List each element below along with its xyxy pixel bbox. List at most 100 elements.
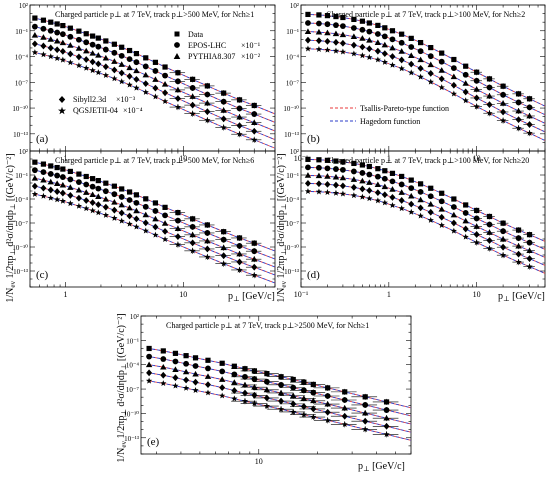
data-point	[462, 71, 469, 78]
data-point	[428, 44, 434, 51]
data-point	[220, 115, 227, 123]
legend-sibyll-marker-icon	[58, 96, 66, 103]
data-point	[75, 36, 82, 43]
data-point	[398, 48, 405, 54]
data-point	[172, 382, 179, 389]
data-point	[310, 381, 316, 388]
data-point	[324, 173, 331, 179]
data-point	[332, 38, 339, 46]
data-point	[204, 389, 212, 396]
data-point	[290, 392, 297, 399]
data-point	[67, 200, 74, 207]
data-point	[316, 164, 322, 171]
data-point	[350, 176, 358, 182]
data-point	[332, 173, 340, 180]
data-point	[161, 98, 169, 105]
y-tick-label: 10⁻¹	[286, 172, 299, 180]
data-point	[374, 56, 381, 63]
data-point	[500, 220, 506, 226]
data-point	[499, 117, 507, 124]
data-point	[59, 189, 66, 197]
data-point	[382, 168, 388, 174]
y-tick-label: 10⁻¹⁰	[12, 244, 28, 252]
data-point	[236, 266, 243, 273]
data-point	[133, 75, 140, 83]
data-point	[133, 50, 140, 57]
data-point	[339, 182, 346, 190]
data-point	[118, 61, 125, 67]
data-point	[315, 180, 322, 188]
data-point	[389, 178, 396, 185]
data-point	[76, 171, 82, 177]
data-point	[40, 51, 47, 58]
data-point	[526, 96, 533, 102]
data-point	[83, 56, 90, 63]
data-point	[220, 107, 227, 113]
data-point	[316, 157, 322, 163]
data-point	[67, 176, 74, 183]
data-point	[359, 193, 366, 200]
data-point	[462, 210, 469, 216]
y-tick-label: 10²	[19, 2, 28, 10]
data-point	[143, 55, 149, 61]
data-point	[31, 40, 38, 48]
data-point	[152, 208, 159, 214]
data-point	[54, 21, 60, 27]
data-point	[118, 209, 125, 217]
y-tick-label: 10⁻¹³	[13, 268, 28, 276]
data-point	[231, 371, 238, 378]
data-point	[500, 228, 506, 235]
data-point	[160, 380, 167, 387]
data-point	[219, 392, 226, 399]
data-point	[486, 229, 493, 235]
data-point	[40, 176, 47, 183]
data-point	[67, 192, 74, 199]
data-point	[374, 39, 382, 45]
data-point	[473, 231, 480, 238]
data-point	[463, 63, 469, 69]
data-point	[133, 192, 140, 198]
data-point	[111, 41, 117, 47]
y-tick-label: 10²	[19, 148, 28, 156]
data-point	[408, 200, 415, 208]
data-point	[236, 258, 243, 266]
data-point	[278, 381, 284, 388]
data-point	[359, 170, 366, 176]
data-point	[59, 39, 67, 46]
data-point	[219, 368, 226, 375]
panel-letter: (a)	[36, 133, 49, 145]
data-point	[126, 204, 133, 211]
data-point	[383, 431, 390, 438]
data-point	[95, 209, 102, 216]
data-point	[277, 405, 285, 412]
data-point	[332, 47, 340, 54]
data-point	[381, 199, 388, 206]
data-point	[351, 160, 357, 167]
legend-data-label: Data	[188, 30, 204, 39]
data-point	[204, 108, 211, 116]
data-point	[251, 102, 257, 109]
data-point	[300, 387, 307, 394]
data-point	[102, 46, 109, 53]
data-point	[251, 240, 257, 246]
data-point	[408, 52, 415, 58]
data-point	[95, 60, 102, 68]
data-point	[236, 235, 243, 241]
data-point	[67, 25, 73, 31]
data-point	[515, 250, 522, 258]
data-point	[75, 194, 82, 202]
data-point	[399, 173, 405, 180]
data-point	[408, 177, 414, 183]
data-point	[500, 83, 506, 89]
data-point	[325, 385, 331, 391]
data-point	[40, 42, 47, 50]
data-point	[324, 21, 331, 28]
data-point	[83, 31, 89, 37]
data-point	[31, 32, 39, 38]
data-point	[290, 400, 297, 408]
data-point	[189, 247, 196, 254]
data-point	[183, 376, 190, 384]
data-point	[340, 166, 346, 173]
data-point	[118, 52, 125, 59]
data-point	[218, 376, 226, 382]
